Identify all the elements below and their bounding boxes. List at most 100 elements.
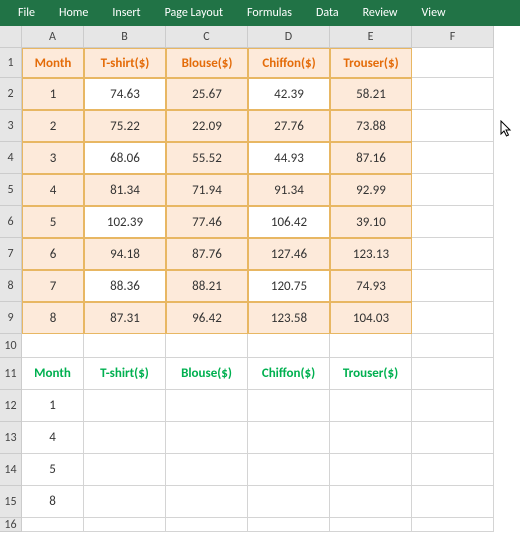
- cell[interactable]: [412, 174, 494, 206]
- cell[interactable]: [84, 334, 166, 358]
- cell[interactable]: 123.13: [330, 238, 412, 270]
- cell[interactable]: [84, 390, 166, 422]
- ribbon-tab-review[interactable]: Review: [351, 0, 410, 26]
- row-header[interactable]: 3: [0, 110, 22, 142]
- col-header-d[interactable]: D: [248, 26, 330, 48]
- cell[interactable]: [412, 270, 494, 302]
- row-header[interactable]: 14: [0, 454, 22, 486]
- cell[interactable]: [330, 390, 412, 422]
- cell[interactable]: 96.42: [166, 302, 248, 334]
- row-header[interactable]: 7: [0, 238, 22, 270]
- cell[interactable]: 94.18: [84, 238, 166, 270]
- row-header[interactable]: 9: [0, 302, 22, 334]
- row-header[interactable]: 8: [0, 270, 22, 302]
- cell[interactable]: [330, 486, 412, 518]
- cell[interactable]: [412, 78, 494, 110]
- cell[interactable]: [412, 422, 494, 454]
- cell[interactable]: [248, 334, 330, 358]
- select-all-corner[interactable]: [0, 26, 22, 48]
- cell[interactable]: Blouse($): [166, 358, 248, 390]
- cell[interactable]: [248, 422, 330, 454]
- col-header-a[interactable]: A: [22, 26, 84, 48]
- cell[interactable]: 7: [22, 270, 84, 302]
- cell[interactable]: 1: [22, 78, 84, 110]
- cell[interactable]: 4: [22, 422, 84, 454]
- cell[interactable]: [84, 422, 166, 454]
- cell[interactable]: [330, 334, 412, 358]
- col-header-b[interactable]: B: [84, 26, 166, 48]
- cell[interactable]: Chiffon($): [248, 48, 330, 78]
- cell[interactable]: [84, 518, 166, 532]
- cell[interactable]: 74.63: [84, 78, 166, 110]
- row-header[interactable]: 16: [0, 518, 22, 532]
- cell[interactable]: [412, 518, 494, 532]
- ribbon-tab-page-layout[interactable]: Page Layout: [153, 0, 235, 26]
- cell[interactable]: 1: [22, 390, 84, 422]
- cell[interactable]: 3: [22, 142, 84, 174]
- cell[interactable]: T-shirt($): [84, 358, 166, 390]
- row-header[interactable]: 15: [0, 486, 22, 518]
- cell[interactable]: Month: [22, 358, 84, 390]
- cell[interactable]: Month: [22, 48, 84, 78]
- cell[interactable]: 5: [22, 206, 84, 238]
- cell[interactable]: 6: [22, 238, 84, 270]
- cell[interactable]: [166, 422, 248, 454]
- cell[interactable]: [412, 142, 494, 174]
- ribbon-tab-formulas[interactable]: Formulas: [235, 0, 304, 26]
- cell[interactable]: 92.99: [330, 174, 412, 206]
- cell[interactable]: 102.39: [84, 206, 166, 238]
- cell[interactable]: 42.39: [248, 78, 330, 110]
- cell[interactable]: [248, 518, 330, 532]
- cell[interactable]: [330, 518, 412, 532]
- row-header[interactable]: 2: [0, 78, 22, 110]
- cell[interactable]: [166, 390, 248, 422]
- row-header[interactable]: 6: [0, 206, 22, 238]
- cell[interactable]: [22, 334, 84, 358]
- cell[interactable]: [166, 454, 248, 486]
- cell[interactable]: [412, 486, 494, 518]
- col-header-f[interactable]: F: [412, 26, 494, 48]
- ribbon-tab-view[interactable]: View: [410, 0, 458, 26]
- cell[interactable]: [166, 518, 248, 532]
- cell[interactable]: 88.21: [166, 270, 248, 302]
- cell[interactable]: [412, 238, 494, 270]
- row-header[interactable]: 5: [0, 174, 22, 206]
- cell[interactable]: 8: [22, 302, 84, 334]
- cell[interactable]: [412, 390, 494, 422]
- col-header-e[interactable]: E: [330, 26, 412, 48]
- cell[interactable]: [248, 390, 330, 422]
- cell[interactable]: 25.67: [166, 78, 248, 110]
- cell[interactable]: [412, 110, 494, 142]
- cell[interactable]: Trouser($): [330, 358, 412, 390]
- cell[interactable]: [166, 486, 248, 518]
- cell[interactable]: Blouse($): [166, 48, 248, 78]
- cell[interactable]: 127.46: [248, 238, 330, 270]
- col-header-c[interactable]: C: [166, 26, 248, 48]
- row-header[interactable]: 10: [0, 334, 22, 358]
- cell[interactable]: 44.93: [248, 142, 330, 174]
- ribbon-tab-home[interactable]: Home: [47, 0, 100, 26]
- cell[interactable]: T-shirt($): [84, 48, 166, 78]
- cell[interactable]: 87.76: [166, 238, 248, 270]
- cell[interactable]: [412, 302, 494, 334]
- cell[interactable]: [330, 454, 412, 486]
- ribbon-tab-file[interactable]: File: [6, 0, 47, 26]
- cell[interactable]: 27.76: [248, 110, 330, 142]
- cell[interactable]: 91.34: [248, 174, 330, 206]
- cell[interactable]: 8: [22, 486, 84, 518]
- cell[interactable]: 71.94: [166, 174, 248, 206]
- cell[interactable]: [412, 454, 494, 486]
- cell[interactable]: 123.58: [248, 302, 330, 334]
- cell[interactable]: [248, 454, 330, 486]
- cell[interactable]: 106.42: [248, 206, 330, 238]
- cell[interactable]: [412, 206, 494, 238]
- ribbon-tab-data[interactable]: Data: [304, 0, 351, 26]
- cell[interactable]: 55.52: [166, 142, 248, 174]
- cell[interactable]: 39.10: [330, 206, 412, 238]
- cell[interactable]: [412, 358, 494, 390]
- cell[interactable]: [412, 334, 494, 358]
- cell[interactable]: 77.46: [166, 206, 248, 238]
- cell[interactable]: 22.09: [166, 110, 248, 142]
- cell[interactable]: 68.06: [84, 142, 166, 174]
- row-header[interactable]: 13: [0, 422, 22, 454]
